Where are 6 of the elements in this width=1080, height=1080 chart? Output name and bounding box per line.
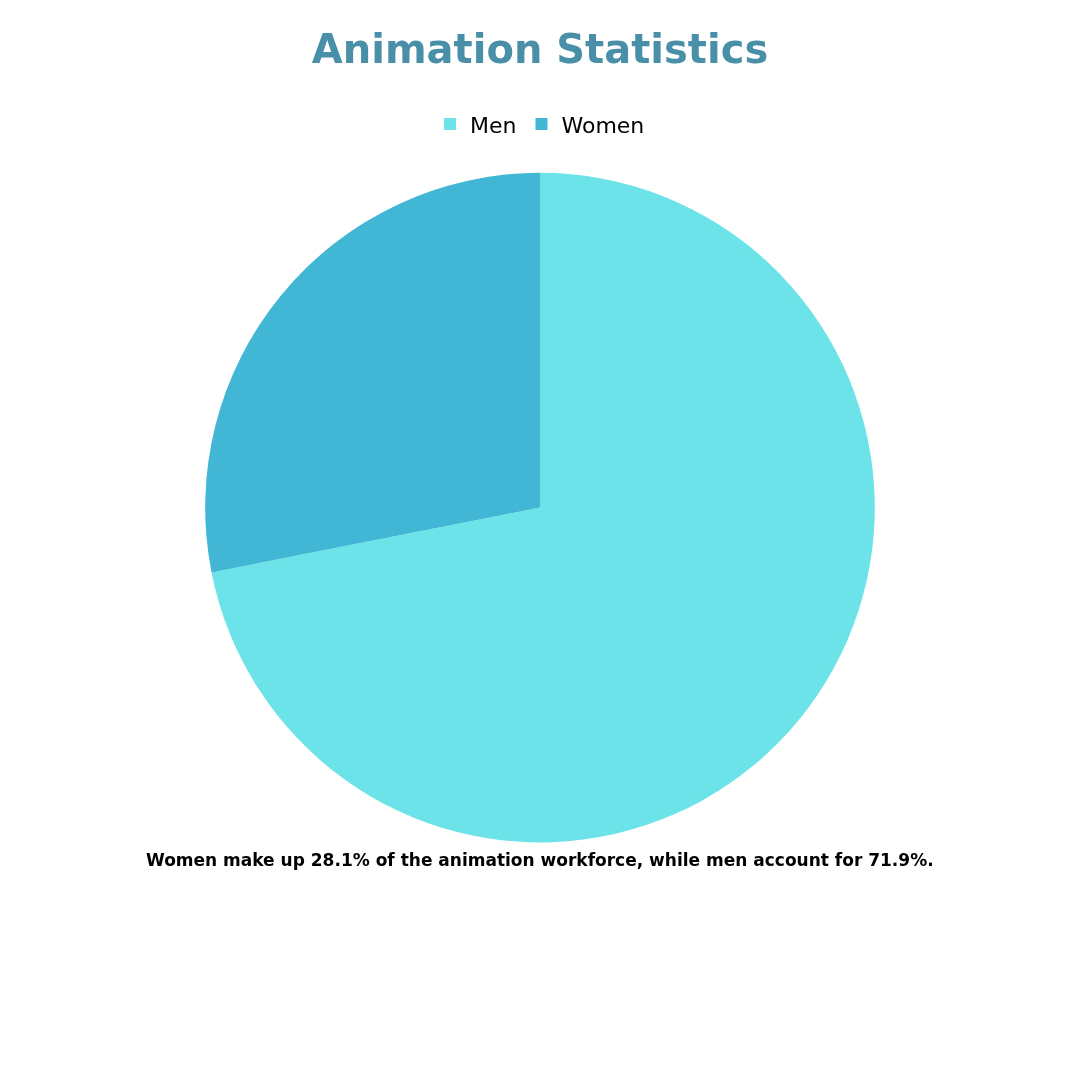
pie-slice (205, 172, 540, 573)
chart-title: Animation Statistics (311, 25, 769, 72)
pie-slice (211, 172, 875, 843)
legend-label: Women (561, 112, 645, 138)
legend-label: Men (470, 112, 517, 138)
text: Women make up 28.1% of the animation workforce, while men account for 71.9%. (146, 850, 934, 870)
